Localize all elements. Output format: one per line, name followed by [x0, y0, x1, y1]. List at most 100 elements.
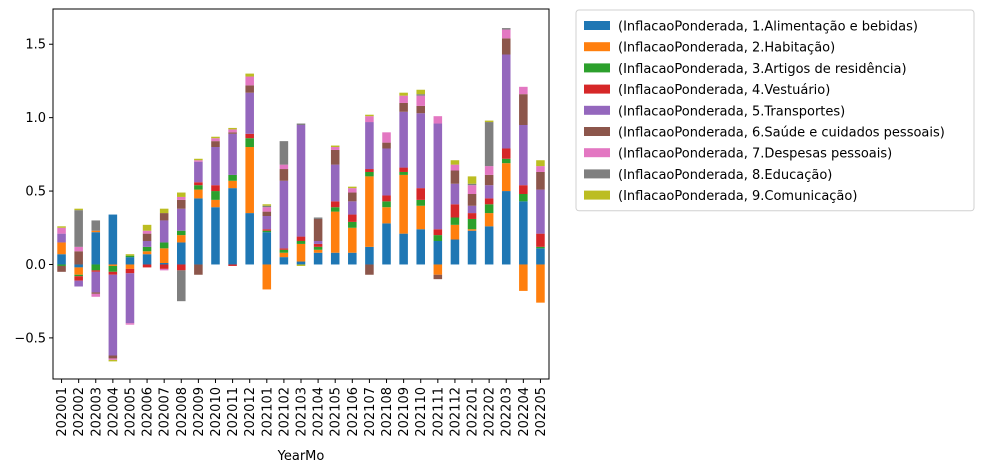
bar-segment-202205-s6: [536, 171, 545, 190]
bar-segment-202109-s7: [399, 95, 408, 103]
bar-segment-202204-s5: [519, 124, 528, 186]
bar-segment-202111-s4: [433, 229, 443, 236]
bar-segment-202111-s2: [433, 264, 443, 275]
bar-segment-202202-s3: [484, 204, 494, 214]
y-axis: −0.5 0.0 0.5 1.0 1.5: [14, 38, 53, 346]
bar-segment-202203-s3: [501, 158, 511, 164]
bar-segment-202101-s5: [262, 216, 272, 230]
bar-segment-202110-s9: [416, 89, 425, 95]
bar-segment-202202-s8: [484, 122, 494, 167]
bar-segment-202002-s7: [74, 246, 83, 252]
bar-segment-202011-s2: [228, 180, 237, 189]
bar-segment-202005-s9: [125, 254, 135, 256]
bar-segment-202103-s5: [296, 124, 306, 237]
legend: (InflacaoPonderada, 1.Alimentação e bebi…: [575, 9, 975, 212]
bar-segment-202103-s9: [296, 264, 306, 266]
bar-segment-202112-s1: [450, 239, 460, 265]
bar-segment-202012-s4: [245, 133, 254, 139]
bar-segment-202011-s4: [228, 264, 237, 266]
bar-segment-202203-s7: [501, 29, 511, 39]
x-tick-label: 202101: [260, 387, 275, 437]
bar-segment-202008-s3: [177, 230, 186, 236]
bar-segment-202108-s2: [382, 207, 391, 224]
x-tick-label: 202110: [414, 387, 429, 437]
bar-segment-202112-s5: [450, 183, 460, 205]
legend-swatch: [584, 21, 610, 30]
bar-segment-202009-s1: [194, 198, 203, 265]
bar-segment-202107-s6: [365, 264, 374, 275]
bar-segment-202201-s4: [467, 213, 477, 219]
bar-segment-202011-s3: [228, 174, 237, 181]
bar-segment-202204-s6: [519, 94, 528, 125]
bar-segment-202201-s1: [467, 230, 477, 265]
bar-segment-202104-s3: [313, 246, 323, 250]
bar-segment-202010-s4: [211, 185, 220, 192]
bar-segment-202004-s6: [108, 355, 118, 359]
bar-segment-202202-s9: [484, 120, 494, 123]
bar-segment-202109-s1: [399, 233, 408, 265]
bar-segment-202006-s6: [142, 233, 152, 241]
x-tick-label: 202203: [500, 387, 515, 437]
bar-segment-202110-s1: [416, 229, 425, 265]
bar-segment-202004-s4: [108, 271, 118, 275]
bar-segment-202006-s1: [142, 254, 152, 265]
bar-segment-202112-s9: [450, 160, 460, 165]
bar-segment-202107-s2: [365, 176, 374, 247]
bar-segment-202108-s7: [382, 132, 391, 143]
bar-segment-202001-s1: [57, 254, 66, 265]
bar-segment-202012-s2: [245, 147, 254, 214]
bar-segment-202003-s5: [91, 271, 101, 293]
x-tick-label: 202008: [175, 387, 190, 437]
bar-segment-202102-s8: [279, 141, 289, 165]
legend-swatch: [584, 190, 610, 200]
bar-segment-202002-s5: [74, 280, 83, 287]
x-tick-label: 202107: [363, 387, 378, 437]
bar-segment-202102-s4: [279, 248, 289, 250]
bar-segment-202004-s5: [108, 274, 118, 356]
y-tick-label: 0.0: [25, 258, 46, 273]
bar-segment-202107-s4: [365, 169, 374, 172]
bar-segment-202002-s8: [74, 210, 83, 247]
bar-segment-202205-s4: [536, 233, 545, 247]
bar-segment-202204-s2: [519, 264, 528, 291]
bar-segment-202101-s2: [262, 264, 272, 290]
bar-segment-202008-s1: [177, 242, 186, 265]
bar-segment-202109-s5: [399, 111, 408, 168]
bar-segment-202111-s6: [433, 274, 443, 280]
bar-segment-202010-s7: [211, 138, 220, 142]
bar-segment-202205-s5: [536, 189, 545, 234]
legend-frame: [575, 9, 975, 212]
x-tick-label: 202011: [226, 387, 241, 437]
bar-segment-202008-s6: [177, 199, 186, 209]
bar-segment-202202-s5: [484, 185, 494, 199]
bar-segment-202002-s4: [74, 276, 83, 281]
bar-segment-202007-s3: [159, 242, 169, 249]
bar-segment-202111-s5: [433, 123, 443, 230]
bar-segment-202011-s7: [228, 129, 237, 133]
bar-segment-202010-s6: [211, 141, 220, 148]
x-axis-label: YearMo: [277, 449, 325, 464]
bar-segment-202204-s3: [519, 194, 528, 202]
bar-segment-202109-s9: [399, 92, 408, 96]
legend-swatch: [584, 42, 610, 52]
bar-segment-202004-s9: [108, 359, 118, 362]
bar-segment-202203-s8: [501, 28, 511, 30]
legend-entry: (InflacaoPonderada, 5.Transportes): [618, 104, 845, 119]
bar-segment-202110-s8: [416, 94, 425, 96]
bar-segment-202010-s1: [211, 207, 220, 265]
bar-segment-202004-s2: [108, 264, 118, 266]
bar-segment-202202-s1: [484, 226, 494, 265]
bar-segment-202108-s6: [382, 142, 391, 149]
bar-segment-202006-s4: [142, 264, 152, 268]
bar-segment-202005-s7: [125, 323, 135, 325]
bar-segment-202111-s7: [433, 116, 443, 124]
x-tick-label: 202202: [483, 387, 498, 437]
bar-segment-202110-s2: [416, 205, 425, 230]
bar-segment-202108-s3: [382, 201, 391, 208]
legend-entry: (InflacaoPonderada, 3.Artigos de residên…: [618, 62, 907, 77]
bar-segment-202006-s2: [142, 251, 152, 255]
bar-segment-202103-s2: [296, 243, 306, 262]
bar-segment-202009-s2: [194, 189, 203, 199]
bar-segment-202006-s9: [142, 224, 152, 231]
bar-segment-202102-s1: [279, 257, 289, 265]
